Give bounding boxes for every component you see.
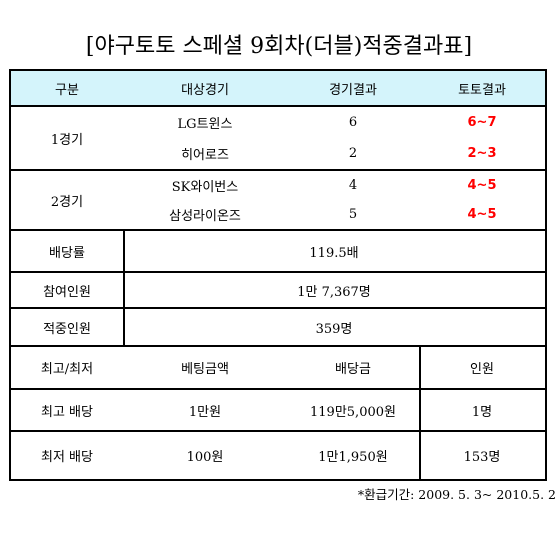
payout-header-type: 최고/최저 bbox=[40, 362, 94, 377]
summary-value: 119.5배 bbox=[309, 245, 359, 261]
column-divider bbox=[419, 432, 421, 479]
game-label: 1경기 bbox=[50, 132, 84, 148]
table-header-row: 구분 대상경기 경기결과 토토결과 bbox=[11, 71, 545, 107]
payout-label: 최고 배당 bbox=[41, 404, 93, 420]
payout-row-max: 최고 배당 1만원 119만5,000원 1명 bbox=[11, 390, 545, 432]
column-divider bbox=[123, 309, 125, 345]
summary-row-participants: 참여인원 1만 7,367명 bbox=[11, 273, 545, 309]
payout-people: 1명 bbox=[471, 404, 493, 420]
payout-header-people: 인원 bbox=[470, 362, 494, 377]
summary-label: 참여인원 bbox=[43, 284, 91, 300]
game-subrow: 히어로즈 2 2~3 bbox=[11, 138, 545, 169]
toto-result: 4~5 bbox=[467, 207, 497, 222]
payout-label: 최저 배당 bbox=[41, 450, 93, 465]
game-row-2: 2경기 SK와이번스 4 4~5 삼성라이온즈 5 4~5 bbox=[11, 171, 545, 231]
summary-value: 359명 bbox=[315, 321, 353, 337]
payout-header-bet: 베팅금액 bbox=[181, 362, 229, 377]
team-name: SK와이번스 bbox=[171, 180, 239, 195]
team-name: LG트윈스 bbox=[177, 117, 233, 132]
page-title: [야구토토 스페셜 9회차(더블)적중결과표] bbox=[85, 34, 473, 59]
summary-value: 1만 7,367명 bbox=[297, 284, 371, 300]
payout-header-payout: 배당금 bbox=[335, 362, 371, 377]
summary-label: 적중인원 bbox=[43, 321, 91, 337]
summary-row-odds: 배당률 119.5배 bbox=[11, 231, 545, 273]
team-name: 삼성라이온즈 bbox=[169, 209, 241, 224]
toto-result: 2~3 bbox=[467, 146, 497, 161]
column-divider bbox=[419, 347, 421, 388]
payout-amount: 1만1,950원 bbox=[318, 450, 388, 465]
toto-result: 6~7 bbox=[467, 115, 497, 130]
payout-bet: 100원 bbox=[186, 450, 224, 465]
summary-row-winners: 적중인원 359명 bbox=[11, 309, 545, 347]
column-divider bbox=[419, 390, 421, 430]
header-game-result: 경기결과 bbox=[329, 82, 377, 98]
payout-row-min: 최저 배당 100원 1만1,950원 153명 bbox=[11, 432, 545, 479]
header-toto-result: 토토결과 bbox=[458, 82, 506, 98]
game-label: 2경기 bbox=[50, 194, 84, 210]
game-row-1: 1경기 LG트윈스 6 6~7 히어로즈 2 2~3 bbox=[11, 107, 545, 171]
column-divider bbox=[123, 231, 125, 271]
summary-label: 배당률 bbox=[49, 245, 85, 261]
payout-people: 153명 bbox=[463, 450, 501, 465]
game-subrow: SK와이번스 4 4~5 bbox=[11, 171, 545, 200]
result-table: 구분 대상경기 경기결과 토토결과 1경기 LG트윈스 6 6~7 히어로즈 2… bbox=[9, 69, 547, 481]
game-score: 5 bbox=[348, 207, 358, 222]
game-score: 4 bbox=[348, 178, 358, 193]
payout-header-row: 최고/최저 베팅금액 배당금 인원 bbox=[11, 347, 545, 390]
refund-period-note: *환급기간: 2009. 5. 3~ 2010.5. 2 bbox=[357, 487, 556, 502]
game-subrow: 삼성라이온즈 5 4~5 bbox=[11, 200, 545, 229]
column-divider bbox=[123, 273, 125, 307]
game-score: 2 bbox=[348, 146, 358, 161]
team-name: 히어로즈 bbox=[181, 148, 229, 163]
game-score: 6 bbox=[348, 115, 358, 130]
toto-result: 4~5 bbox=[467, 178, 497, 193]
game-subrow: LG트윈스 6 6~7 bbox=[11, 107, 545, 138]
header-match: 대상경기 bbox=[181, 82, 229, 98]
payout-bet: 1만원 bbox=[188, 404, 222, 420]
header-category: 구분 bbox=[55, 82, 79, 98]
payout-amount: 119만5,000원 bbox=[310, 404, 396, 420]
